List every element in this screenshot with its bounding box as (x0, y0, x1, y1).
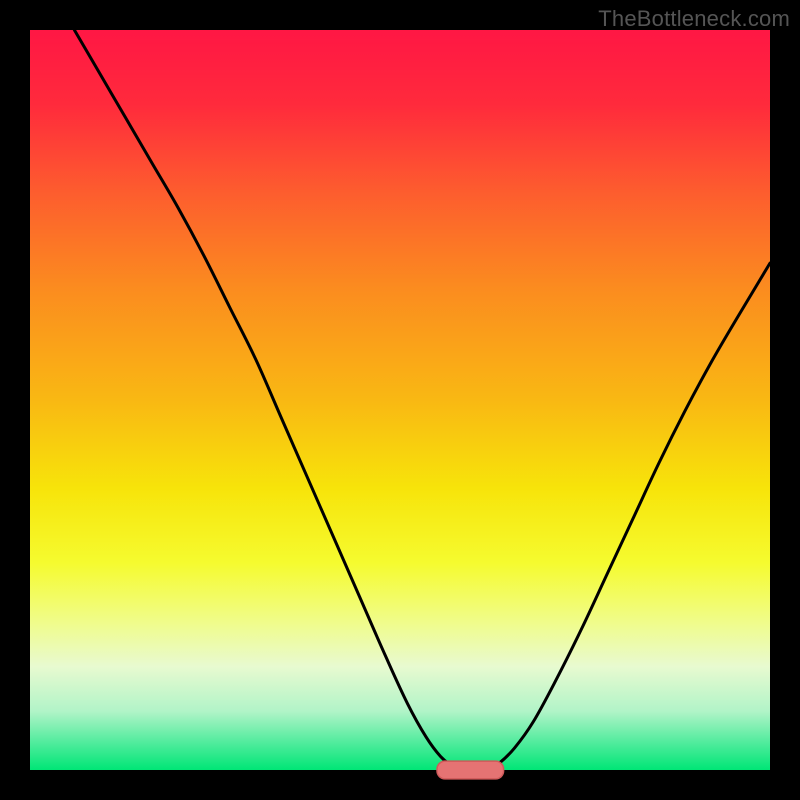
optimal-marker (437, 761, 504, 779)
plot-background (30, 30, 770, 770)
chart-container: TheBottleneck.com (0, 0, 800, 800)
watermark-text: TheBottleneck.com (598, 6, 790, 32)
bottleneck-chart (0, 0, 800, 800)
